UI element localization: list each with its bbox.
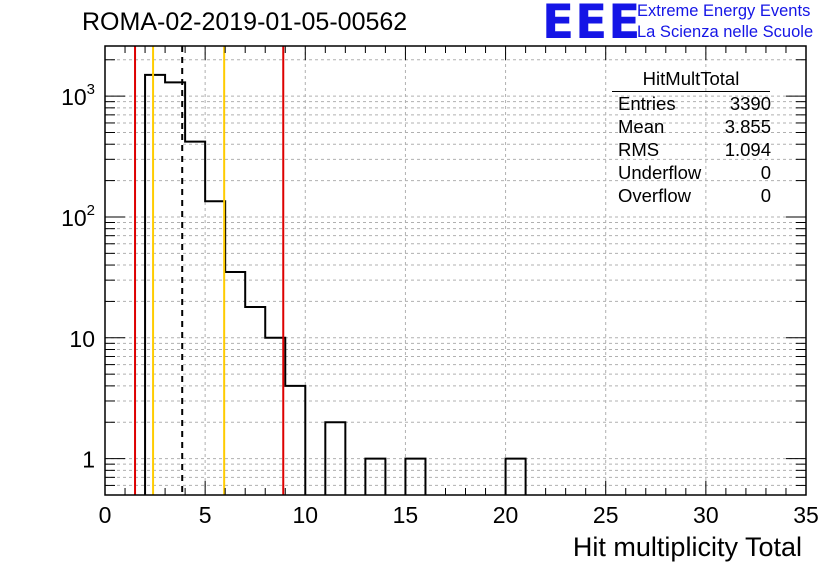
x-tick-label: 0 [99, 502, 112, 528]
x-tick-label: 20 [493, 502, 519, 528]
stats-label: RMS [618, 139, 660, 160]
stats-row-rms: RMS 1.094 [610, 138, 776, 161]
plot-frame [104, 45, 807, 496]
x-tick-label: 10 [292, 502, 318, 528]
y-tick-label: 10 [69, 326, 95, 352]
y-tick-label: 102 [61, 202, 95, 231]
stats-row-mean: Mean 3.855 [610, 115, 776, 138]
x-tick-label: 30 [693, 502, 719, 528]
logo-subtitle-line1: Extreme Energy Events [637, 2, 811, 20]
histogram-bin [325, 422, 345, 495]
stats-value: 3.855 [724, 116, 771, 137]
stats-label: Overflow [618, 185, 691, 206]
histogram-bin [145, 75, 165, 495]
y-tick-label: 1 [82, 447, 95, 473]
x-tick-label: 5 [199, 502, 212, 528]
stats-row-underflow: Underflow 0 [610, 161, 776, 184]
histogram-bin [405, 459, 425, 495]
stats-value: 3390 [729, 93, 771, 114]
stats-row-overflow: Overflow 0 [610, 184, 776, 207]
stats-value: 0 [760, 185, 771, 206]
histogram-bin [245, 307, 265, 495]
logo-subtitle-line2: La Scienza nelle Scuole [637, 23, 814, 41]
eee-logo: EEE [542, 0, 642, 50]
stats-label: Entries [618, 93, 676, 114]
histogram-bin [185, 142, 205, 495]
x-axis-title: Hit multiplicity Total [572, 532, 802, 562]
stats-value: 0 [760, 162, 771, 183]
chart-title: ROMA-02-2019-01-05-00562 [82, 8, 408, 36]
x-tick-label: 35 [793, 502, 819, 528]
y-tick-label: 103 [61, 81, 95, 110]
x-tick-label: 25 [593, 502, 619, 528]
histogram-bin [285, 386, 305, 495]
stats-box: HitMultTotal Entries 3390 Mean 3.855 RMS… [610, 68, 776, 207]
stats-value: 1.094 [724, 139, 771, 160]
histogram-bin [365, 459, 385, 495]
stats-row-entries: Entries 3390 [610, 92, 776, 115]
histogram-outline [144, 73, 527, 495]
histogram-bin [265, 338, 285, 495]
histogram-bin [205, 201, 225, 495]
stats-label: Underflow [618, 162, 702, 183]
histogram-bin [225, 272, 245, 495]
x-tick-label: 15 [393, 502, 419, 528]
histogram-bin [506, 459, 526, 495]
stats-label: Mean [618, 116, 665, 137]
stats-title: HitMultTotal [612, 68, 770, 92]
